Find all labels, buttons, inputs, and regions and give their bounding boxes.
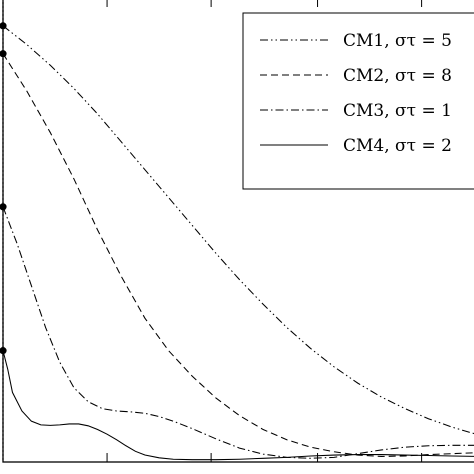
legend-label-1: CM1, στ = 5 [343,31,452,51]
series-start-marker-2 [0,50,7,58]
series-lines [2,25,474,461]
series-start-markers [0,22,7,355]
series-start-marker-1 [0,22,7,30]
series-line-3 [2,206,474,459]
axes [2,0,474,463]
series-start-marker-4 [0,347,7,355]
series-line-4 [2,350,474,461]
legend-label-4: CM4, στ = 2 [343,136,452,156]
legend: CM1, στ = 5 CM2, στ = 8 CM3, στ = 1 CM4, στ… [242,12,474,190]
series-line-1 [2,25,474,435]
legend-label-3: CM3, στ = 1 [343,101,452,121]
series-start-marker-3 [0,203,7,211]
legend-label-2: CM2, στ = 8 [343,66,452,86]
legend-box [242,12,474,190]
